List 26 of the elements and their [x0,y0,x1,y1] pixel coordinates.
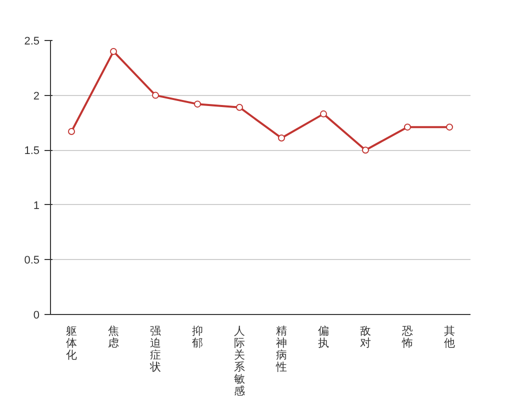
point [404,124,411,131]
x-tick-label: 抑郁 [192,326,203,350]
point [278,134,285,142]
x-tick-label: 精神病性 [275,326,287,374]
y-tick-label: 2.5 [24,36,40,48]
point [236,104,243,111]
y-tick-label: 1.5 [24,145,40,158]
x-tick-label: 偏执 [318,326,329,350]
y-tick-label: 0.5 [24,254,40,267]
x-tick-label: 恐怖 [401,326,413,350]
point [320,110,327,118]
point [362,146,369,154]
point [194,100,201,108]
x-tick-label: 敌对 [360,326,371,350]
x-tick-label: 躯体化 [66,326,77,362]
point [446,124,453,131]
x-tick-label: 焦虑 [108,326,119,350]
x-tick-label: 人际关系敏感 [234,326,245,398]
point [110,48,117,55]
point [152,92,159,99]
x-tick-label: 其他 [444,324,455,350]
y-tick-label: 2 [33,90,40,102]
y-tick-label: 1 [33,200,40,212]
y-tick-label: 0 [33,310,40,322]
point [68,128,75,135]
x-tick-label: 强迫症状 [149,326,161,374]
